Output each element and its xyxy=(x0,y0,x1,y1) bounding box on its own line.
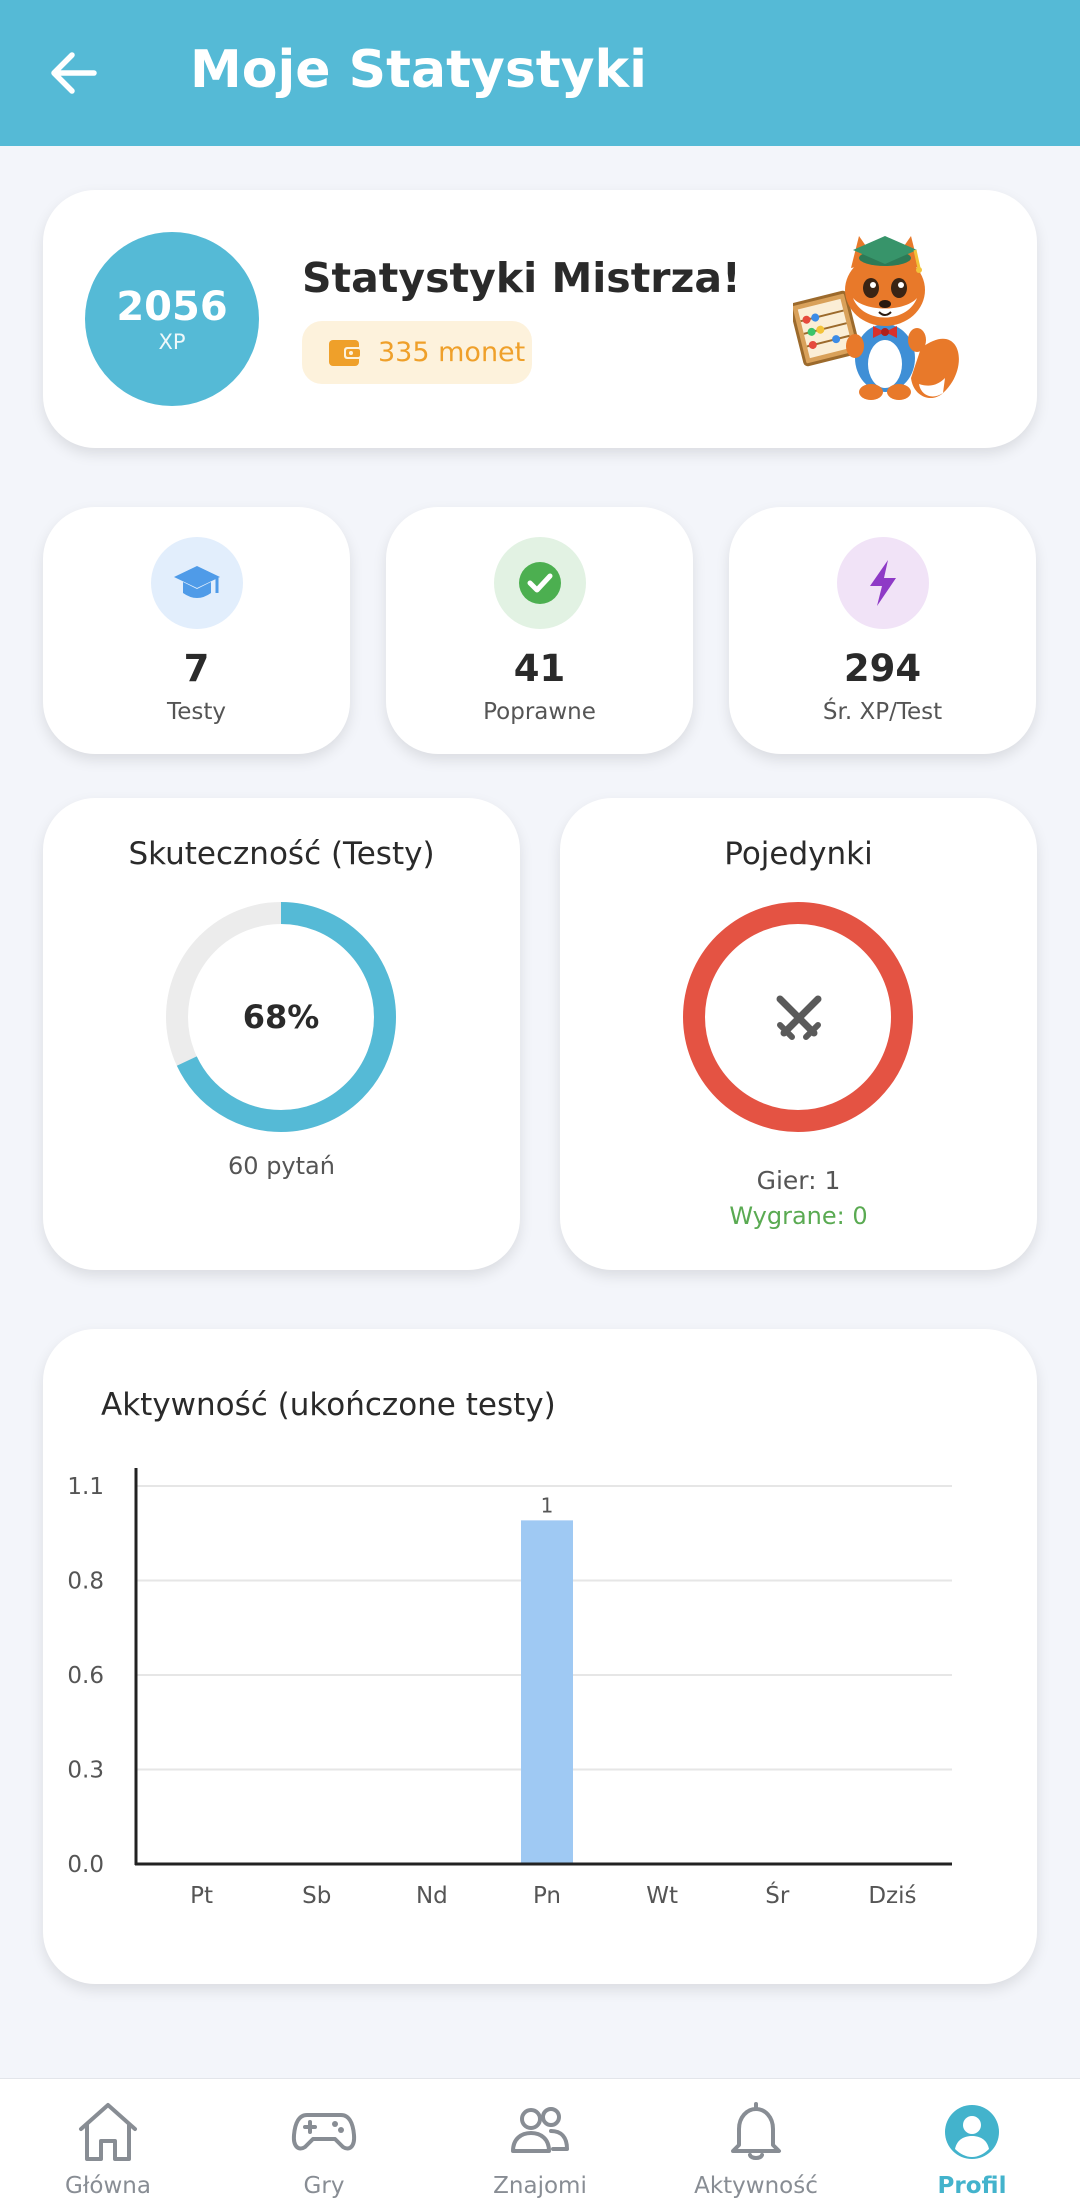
stat-value: 41 xyxy=(513,647,566,690)
x-tick-label: Wt xyxy=(646,1883,678,1909)
nav-item-activity[interactable]: Aktywność xyxy=(648,2079,864,2210)
back-button[interactable] xyxy=(44,38,104,108)
stat-value: 7 xyxy=(183,647,210,690)
duels-games: Gier: 1 xyxy=(756,1166,841,1195)
profile-icon xyxy=(945,2105,999,2159)
stat-value: 294 xyxy=(843,647,922,690)
xp-unit: XP xyxy=(158,330,186,354)
wallet-icon xyxy=(329,339,362,366)
accuracy-card: Skuteczność (Testy) 68% 60 pytań xyxy=(43,798,520,1270)
nav-label: Aktywność xyxy=(694,2173,818,2199)
activity-card: Aktywność (ukończone testy) 0.0 0.3 0.6 0.8… xyxy=(43,1329,1037,1984)
arrow-left-icon xyxy=(51,52,97,94)
duels-wins: Wygrane: 0 xyxy=(729,1202,868,1230)
stat-icon-bg xyxy=(151,537,243,629)
accuracy-title: Skuteczność (Testy) xyxy=(128,836,435,872)
accuracy-donut xyxy=(166,902,396,1132)
lightning-icon xyxy=(870,560,896,606)
coins-label: 335 monet xyxy=(378,337,526,368)
y-tick-label: 0.3 xyxy=(67,1758,104,1784)
x-tick-label: Pn xyxy=(533,1883,561,1909)
nav-label: Znajomi xyxy=(493,2173,587,2199)
xp-value: 2056 xyxy=(116,284,228,330)
bell-icon xyxy=(731,2102,781,2160)
coins-badge: 335 monet xyxy=(302,321,532,384)
nav-item-home[interactable]: Główna xyxy=(0,2079,216,2210)
nav-label: Profil xyxy=(937,2173,1007,2199)
xp-badge: 2056 XP xyxy=(85,232,259,406)
friends-icon xyxy=(511,2107,569,2153)
crossed-swords-icon xyxy=(776,995,822,1040)
accuracy-percent: 68% xyxy=(242,998,320,1036)
stat-icon-bg xyxy=(494,537,586,629)
bar xyxy=(521,1520,573,1864)
graduation-cap-icon xyxy=(174,566,220,598)
x-tick-label: Nd xyxy=(416,1883,448,1909)
nav-item-profile[interactable]: Profil xyxy=(864,2079,1080,2210)
nav-item-friends[interactable]: Znajomi xyxy=(432,2079,648,2210)
x-tick-label: Dziś xyxy=(868,1883,916,1909)
nav-label: Główna xyxy=(65,2173,151,2199)
profile-summary-card: 2056 XP Statystyki Mistrza! 335 monet xyxy=(43,190,1037,448)
stat-label: Testy xyxy=(167,699,226,725)
y-tick-label: 0.0 xyxy=(67,1852,104,1878)
x-tick-label: Sb xyxy=(302,1883,331,1909)
y-tick-label: 0.8 xyxy=(67,1569,104,1595)
nav-item-games[interactable]: Gry xyxy=(216,2079,432,2210)
page-title: Moje Statystyki xyxy=(190,40,647,100)
stat-card-avg-xp: 294 Śr. XP/Test xyxy=(729,507,1036,754)
duels-title: Pojedynki xyxy=(724,836,873,872)
stat-label: Poprawne xyxy=(483,699,596,725)
stat-icon-bg xyxy=(837,537,929,629)
summary-title: Statystyki Mistrza! xyxy=(302,254,741,302)
y-tick-label: 1.1 xyxy=(67,1474,104,1500)
accuracy-subtitle: 60 pytań xyxy=(228,1152,335,1180)
gamepad-icon xyxy=(291,2113,357,2151)
home-icon xyxy=(79,2103,137,2161)
bottom-navigation: Główna Gry Znajomi Aktywność xyxy=(0,2078,1080,2210)
fox-mascot-icon xyxy=(793,236,959,400)
y-tick-label: 0.6 xyxy=(67,1663,104,1689)
stat-label: Śr. XP/Test xyxy=(822,699,943,725)
donut-progress xyxy=(166,902,396,1132)
stat-card-tests: 7 Testy xyxy=(43,507,350,754)
data-label: 1 xyxy=(541,1493,554,1517)
activity-bar-chart: 0.0 0.3 0.6 0.8 1.1 Pt Sb Nd 1 Pn Wt Śr Dziś xyxy=(67,1468,952,1909)
duels-card: Pojedynki Gier: 1 Wygrane: 0 xyxy=(560,798,1037,1270)
app-bar: Moje Statystyki xyxy=(0,0,1080,146)
x-tick-label: Pt xyxy=(190,1883,213,1909)
duels-ring xyxy=(683,902,913,1132)
activity-title: Aktywność (ukończone testy) xyxy=(101,1387,556,1423)
x-tick-label: Śr xyxy=(765,1881,790,1909)
check-circle-icon xyxy=(519,562,561,604)
nav-label: Gry xyxy=(303,2173,345,2199)
stat-card-correct: 41 Poprawne xyxy=(386,507,693,754)
